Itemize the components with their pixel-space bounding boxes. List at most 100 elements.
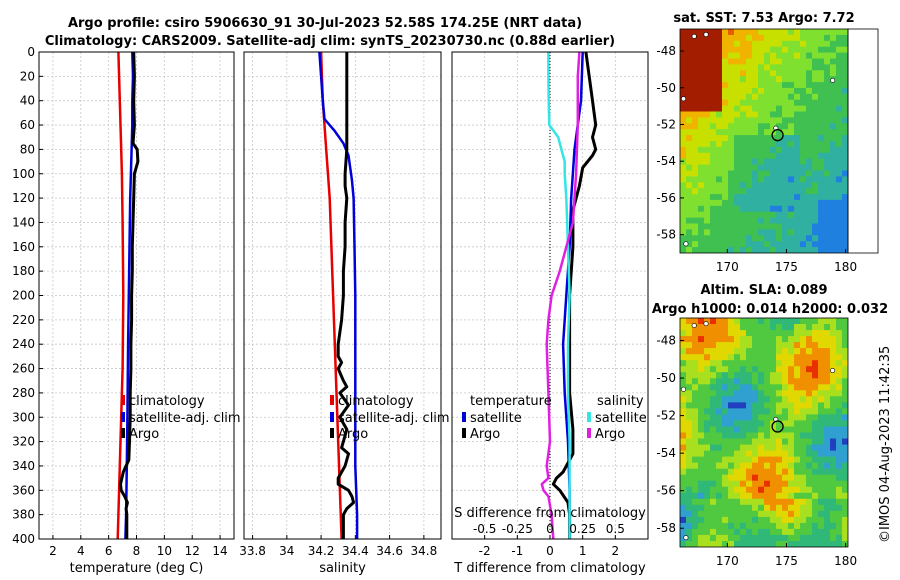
map-cell [806, 510, 813, 518]
map-cell [728, 372, 735, 379]
map-cell [824, 176, 831, 183]
map-cell [728, 170, 735, 177]
map-cell [680, 522, 687, 530]
map-cell [716, 450, 723, 458]
map-cell [842, 390, 848, 397]
map-cell [818, 199, 825, 207]
map-cell [722, 324, 729, 331]
map-cell [704, 129, 711, 136]
map-cell [788, 372, 795, 379]
map-cell [782, 366, 789, 373]
map-cell [830, 194, 837, 201]
map-cell [824, 182, 831, 189]
map-cell [836, 46, 843, 54]
map-cell [716, 444, 723, 452]
map-cell [770, 402, 777, 409]
map-cell [842, 182, 848, 189]
map-cell [740, 199, 747, 207]
map-cell [734, 58, 741, 65]
map-cell [770, 70, 777, 77]
map-cell [770, 462, 777, 470]
map-cell [836, 176, 843, 183]
map-cell [740, 336, 747, 343]
map-cell [716, 223, 723, 230]
map-cell [722, 52, 729, 60]
map-cell [830, 64, 837, 71]
map-cell [680, 541, 687, 547]
map-cell [788, 324, 795, 331]
map-cell [812, 176, 819, 183]
map-cell [770, 194, 777, 201]
map-cell [788, 52, 795, 60]
map-cell [842, 348, 848, 355]
map-cell [770, 468, 777, 476]
map-cell [734, 384, 741, 391]
map-cell [752, 247, 759, 253]
map-cell [842, 378, 848, 385]
map-cell [842, 117, 848, 124]
map-cell [770, 34, 777, 42]
map-cell [842, 462, 848, 470]
map-cell [704, 40, 711, 48]
map-cell [752, 205, 759, 213]
map-cell [704, 247, 711, 253]
map-cell [770, 182, 777, 189]
map-cell [746, 117, 753, 124]
map-cell [722, 516, 729, 524]
map-cell [764, 205, 771, 213]
map-cell [686, 194, 693, 201]
map-cell [752, 176, 759, 183]
map-cell [692, 354, 699, 361]
map-cell [818, 354, 825, 361]
map-cell [758, 188, 765, 195]
map-cell [776, 182, 783, 189]
map-cell [818, 534, 825, 542]
map-cell [704, 354, 711, 361]
map-cell [770, 111, 777, 118]
map-cell [686, 182, 693, 189]
map-cell [836, 141, 843, 148]
map-cell [800, 164, 807, 172]
map-cell [764, 486, 771, 494]
map-cell [818, 170, 825, 177]
map-cell [776, 58, 783, 65]
map-cell [800, 194, 807, 201]
map-cell [704, 450, 711, 458]
map-cell [776, 229, 783, 236]
map-cell [776, 414, 783, 421]
map-cell [770, 384, 777, 391]
map-cell [698, 522, 705, 530]
map-cell [830, 342, 837, 349]
map-cell [704, 444, 711, 452]
map-cell [824, 29, 831, 36]
map-cell [782, 336, 789, 343]
map-cell [740, 164, 747, 172]
map-cell [686, 486, 693, 494]
map-cell [764, 82, 771, 89]
map-cell [770, 492, 777, 500]
y-tick-label: -52 [656, 409, 676, 423]
map-cell [728, 229, 735, 236]
map-cell [812, 188, 819, 195]
map-cell [692, 534, 699, 542]
map-cell [686, 235, 693, 242]
map-cell [728, 450, 735, 458]
map-cell [800, 123, 807, 130]
map-cell [728, 468, 735, 476]
map-cell [824, 432, 831, 440]
map-cell [728, 152, 735, 160]
map-cell [818, 342, 825, 349]
map-cell [800, 70, 807, 77]
map-cell [752, 330, 759, 337]
map-cell [824, 152, 831, 160]
map-cell [710, 105, 717, 113]
map-cell [836, 528, 843, 536]
map-cell [806, 176, 813, 183]
map-cell [842, 188, 848, 195]
map-cell [752, 241, 759, 248]
map-cell [698, 205, 705, 213]
map-cell [806, 541, 813, 547]
x-tick-label: 34.6 [376, 544, 403, 558]
map-cell [734, 474, 741, 482]
map-cell [776, 211, 783, 219]
